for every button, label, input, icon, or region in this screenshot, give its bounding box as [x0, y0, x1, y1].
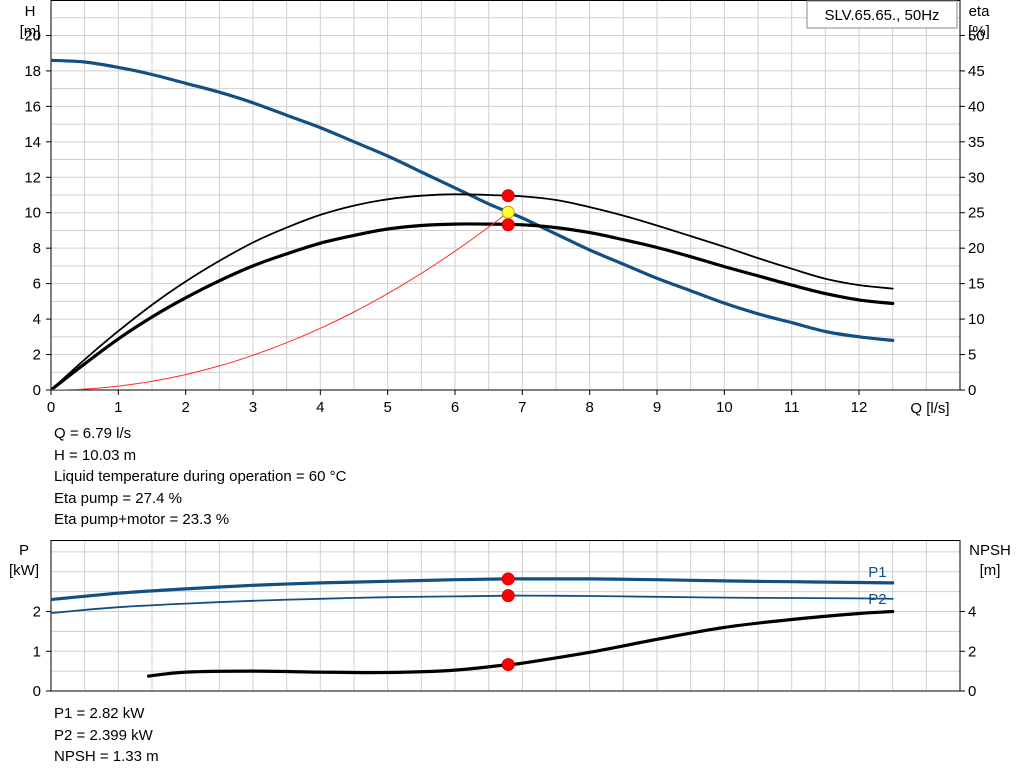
- readout-liquid-temperature: Liquid temperature during operation = 60…: [54, 468, 347, 485]
- x-tick-label: 4: [316, 399, 324, 416]
- y-right-axis-label: eta: [969, 3, 991, 20]
- y-right-tick-label: 30: [968, 169, 985, 186]
- series-line-0-1: [51, 193, 894, 390]
- y-right-axis-unit: [%]: [968, 23, 990, 40]
- y-right-tick-label: 4: [968, 604, 976, 621]
- series-line-1-1: [51, 594, 894, 614]
- readout-p1: P1 = 2.82 kW: [54, 705, 145, 722]
- y-right-tick-label: 0: [968, 683, 976, 700]
- duty-point-1-0: [501, 572, 515, 586]
- y-left-tick-label: 0: [33, 382, 41, 399]
- y-right-tick-label: 35: [968, 134, 985, 151]
- x-tick-label: 10: [716, 399, 733, 416]
- series-line-0-0: [51, 58, 895, 342]
- y-left-tick-label: 14: [24, 134, 41, 151]
- duty-point-1-2: [501, 658, 515, 672]
- series-label-P2: P2: [868, 591, 886, 608]
- y-right-tick-label: 10: [968, 311, 985, 328]
- y-left-tick-label: 1: [33, 643, 41, 660]
- duty-point-0-1: [501, 218, 515, 232]
- duty-point-0-0: [501, 189, 515, 203]
- y-right-tick-label: 50: [968, 27, 985, 44]
- npsh-axis-label: NPSH: [969, 542, 1011, 559]
- series-line-0-2: [51, 222, 895, 390]
- readout-p2: P2 = 2.399 kW: [54, 726, 153, 744]
- x-tick-label: 1: [114, 399, 122, 416]
- model-label: SLV.65.65., 50Hz: [824, 7, 939, 24]
- y-right-tick-label: 25: [968, 205, 985, 222]
- plot-frame-0: [50, 0, 961, 391]
- y-right-tick-label: 20: [968, 240, 985, 257]
- readout-npsh: NPSH = 1.33 m: [54, 748, 159, 765]
- x-tick-label: 0: [47, 399, 55, 416]
- x-tick-label: 2: [181, 399, 189, 416]
- y-left-tick-label: 20: [24, 27, 41, 44]
- y-left-tick-label: 10: [24, 205, 41, 222]
- npsh-axis-unit: [m]: [980, 562, 1001, 579]
- y-left-tick-label: 0: [33, 683, 41, 700]
- y-right-tick-label: 2: [968, 643, 976, 660]
- y-left-tick-label: 2: [33, 347, 41, 364]
- readout-eta-pump-motor: Eta pump+motor = 23.3 %: [54, 511, 230, 528]
- series-label-P1: P1: [868, 564, 886, 581]
- readout-eta-pump: Eta pump = 27.4 %: [54, 489, 182, 507]
- x-tick-label: 3: [249, 399, 257, 416]
- y-left-tick-label: 2: [33, 604, 41, 621]
- x-axis-label: Q [l/s]: [910, 400, 949, 417]
- x-tick-label: 8: [585, 399, 593, 416]
- readout-flow: Q = 6.79 l/s: [54, 425, 132, 442]
- y-right-tick-label: 5: [968, 347, 976, 364]
- x-tick-label: 5: [383, 399, 391, 416]
- y-left-tick-label: 18: [24, 63, 41, 80]
- power-axis-unit: [kW]: [9, 562, 39, 579]
- power-readout: P1 = 2.82 kW P2 = 2.399 kW NPSH = 1.33 m: [54, 703, 159, 768]
- y-right-tick-label: 40: [968, 98, 985, 115]
- y-left-tick-label: 6: [33, 276, 41, 293]
- y-left-tick-label: 4: [33, 311, 41, 328]
- duty-point-1-1: [501, 589, 515, 603]
- model-box: [806, 0, 958, 29]
- y-right-tick-label: 15: [968, 276, 985, 293]
- y-left-axis-unit: [m]: [20, 23, 41, 40]
- series-line-0-3: [51, 211, 509, 390]
- y-left-axis-label: H: [25, 3, 36, 20]
- x-tick-label: 6: [451, 399, 459, 416]
- power-axis-label: P: [19, 542, 29, 559]
- y-left-tick-label: 12: [24, 169, 41, 186]
- x-tick-label: 7: [518, 399, 526, 416]
- y-left-tick-label: 8: [33, 240, 41, 257]
- readout-head: H = 10.03 m: [54, 446, 137, 464]
- x-tick-label: 12: [851, 399, 868, 416]
- series-line-1-2: [147, 609, 895, 678]
- y-right-tick-label: 0: [968, 382, 976, 399]
- y-right-tick-label: 45: [968, 63, 985, 80]
- y-left-tick-label: 16: [24, 98, 41, 115]
- duty-point-readout: Q = 6.79 l/s H = 10.03 m Liquid temperat…: [54, 423, 346, 531]
- x-tick-label: 9: [653, 399, 661, 416]
- duty-point-0-2: [501, 205, 515, 219]
- plot-frame-1: [50, 540, 961, 692]
- x-tick-label: 11: [784, 399, 800, 416]
